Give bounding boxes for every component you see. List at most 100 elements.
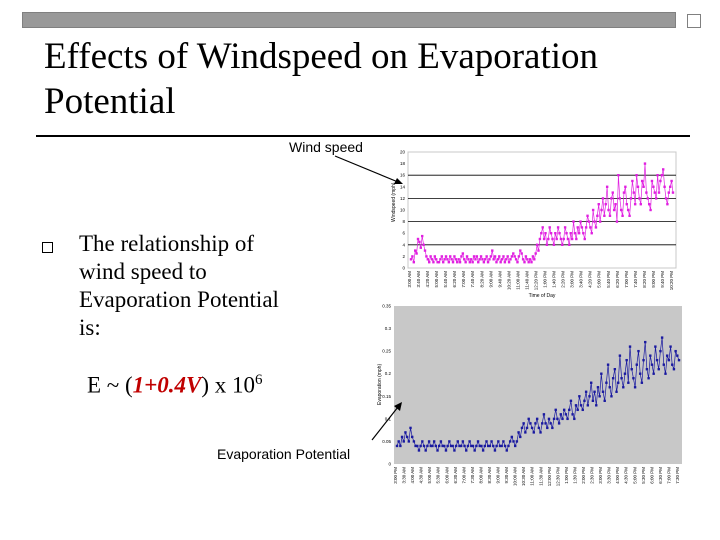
data-point — [451, 444, 454, 448]
x-tick-label: 4:20 AM — [425, 271, 430, 288]
data-point — [581, 408, 584, 412]
data-point — [635, 174, 638, 177]
data-point — [500, 258, 504, 261]
data-point — [547, 417, 551, 421]
evaporation-y-axis-label: Evaporation (mph) — [377, 364, 383, 405]
data-point — [559, 413, 562, 416]
data-point — [628, 214, 631, 217]
data-point — [418, 240, 421, 244]
data-point — [547, 237, 550, 241]
data-point — [561, 243, 564, 246]
data-point — [397, 440, 400, 443]
data-point — [447, 261, 451, 264]
data-point — [441, 444, 444, 448]
data-point — [666, 203, 669, 206]
x-tick-label: 7:00 PM — [666, 467, 671, 484]
x-tick-label: 12:30 PM — [555, 467, 560, 487]
data-point — [584, 390, 588, 393]
data-point — [530, 261, 533, 264]
data-point — [509, 258, 512, 261]
x-tick-label: 3:30 AM — [402, 467, 407, 484]
data-point — [497, 440, 500, 443]
x-tick-label: 6:00 PM — [649, 467, 654, 484]
data-point — [558, 232, 561, 235]
data-point — [646, 197, 649, 200]
evaporation-callout-arrow — [371, 402, 402, 441]
data-point — [499, 261, 502, 264]
data-point — [625, 358, 628, 362]
data-point — [496, 258, 500, 261]
data-point — [422, 243, 425, 246]
data-point — [583, 399, 586, 402]
data-point — [542, 413, 546, 416]
data-point — [400, 435, 404, 439]
data-point — [466, 444, 470, 448]
data-point — [409, 258, 413, 261]
data-point — [525, 426, 529, 430]
x-tick-label: 7:40 AM — [470, 271, 475, 288]
data-point — [568, 408, 571, 412]
data-point — [586, 214, 589, 217]
data-point — [485, 440, 488, 443]
data-point — [618, 354, 622, 357]
data-point — [617, 381, 620, 384]
data-point — [596, 214, 599, 217]
data-point — [608, 214, 612, 217]
data-point — [620, 377, 623, 380]
data-point — [508, 440, 512, 443]
data-point — [540, 232, 543, 235]
data-point — [440, 255, 444, 258]
data-point — [534, 422, 537, 425]
data-point — [622, 191, 626, 194]
y-tick-label: 8 — [402, 219, 405, 224]
data-point — [668, 185, 672, 188]
data-point — [479, 255, 483, 258]
x-tick-label: 1:00 PM — [543, 271, 548, 288]
data-point — [576, 408, 579, 412]
x-tick-label: 11:30 AM — [538, 467, 543, 486]
data-point — [513, 255, 516, 258]
data-point — [503, 444, 507, 448]
data-point — [456, 440, 459, 443]
data-point — [568, 243, 571, 246]
data-point — [562, 237, 565, 241]
x-tick-label: 11:40 AM — [524, 271, 529, 290]
x-tick-label: 9:00 AM — [488, 271, 493, 288]
data-point — [647, 377, 650, 380]
data-point — [425, 255, 428, 258]
data-point — [523, 261, 526, 264]
data-point — [566, 417, 569, 421]
data-point — [526, 258, 529, 261]
data-point — [436, 261, 439, 264]
data-point — [458, 261, 462, 264]
data-point — [411, 255, 414, 258]
x-tick-label: 11:00 AM — [530, 467, 535, 486]
data-point — [416, 237, 420, 241]
data-point — [478, 444, 481, 448]
data-point — [490, 440, 493, 443]
data-point — [449, 444, 453, 448]
y-tick-label: 4 — [402, 242, 405, 247]
data-point — [544, 422, 547, 425]
data-point — [573, 232, 577, 235]
data-point — [642, 358, 645, 362]
data-point — [638, 197, 641, 200]
data-point — [461, 252, 465, 255]
x-tick-label: 8:30 AM — [487, 467, 492, 484]
data-point — [603, 214, 606, 217]
data-point — [471, 444, 475, 448]
header-decor-square — [687, 14, 701, 28]
data-point — [544, 232, 547, 235]
data-point — [467, 258, 470, 261]
data-point — [597, 203, 600, 206]
data-point — [515, 440, 519, 443]
x-tick-label: 7:00 AM — [461, 467, 466, 484]
data-point — [451, 261, 455, 264]
data-point — [589, 381, 593, 384]
data-point — [548, 226, 551, 229]
x-tick-label: 8:20 AM — [479, 271, 484, 288]
data-point — [481, 258, 484, 261]
data-point — [595, 404, 598, 407]
data-point — [475, 444, 478, 448]
title-divider — [36, 135, 690, 137]
